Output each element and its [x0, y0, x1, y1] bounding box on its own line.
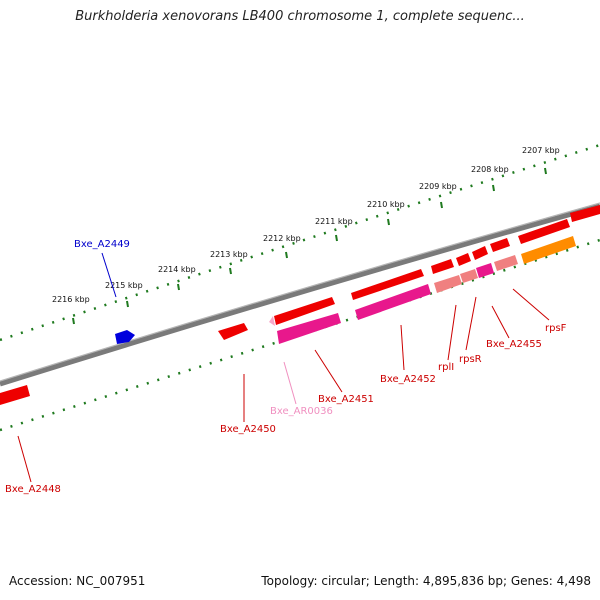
tick-label: 2215 kbp [105, 281, 143, 290]
topology-text: Topology: circular; Length: 4,895,836 bp… [261, 574, 591, 588]
cds-bxe-a2452[interactable] [355, 284, 431, 320]
tick-label: 2210 kbp [367, 200, 405, 209]
gene-label-rpli[interactable]: rplI [438, 362, 454, 373]
tick-label: 2213 kbp [210, 250, 248, 259]
map-title: Burkholderia xenovorans LB400 chromosome… [75, 9, 525, 24]
gene-bxe-a2452[interactable] [351, 269, 424, 300]
tick-label: 2209 kbp [419, 182, 457, 191]
gene-label-bxe-a2448[interactable]: Bxe_A2448 [5, 484, 61, 495]
cds-rpsf[interactable] [494, 255, 518, 271]
gene-label-bxe-a2452[interactable]: Bxe_A2452 [380, 374, 436, 385]
major-ticks [72, 167, 547, 325]
gene-label-bxe-ar0036[interactable]: Bxe_AR0036 [270, 406, 333, 417]
gene-label-rpsf[interactable]: rpsF [545, 323, 567, 334]
gene-label-bxe-a2449[interactable]: Bxe_A2449 [74, 239, 130, 250]
tick-label: 2211 kbp [315, 217, 353, 226]
accession-text: Accession: NC_007951 [9, 574, 146, 588]
gene-bxe-a2451[interactable] [274, 297, 335, 325]
cds-bxe-a2451[interactable] [277, 313, 341, 344]
label-leaders [17, 252, 550, 483]
gene-rrna-small[interactable] [269, 316, 275, 326]
gene-label-bxe-a2450[interactable]: Bxe_A2450 [220, 424, 276, 435]
tick-label: 2208 kbp [471, 165, 509, 174]
gene-bxe-a2450[interactable] [218, 323, 248, 340]
tick-label: 2216 kbp [52, 295, 90, 304]
gene-bxe-a2455[interactable] [472, 246, 488, 260]
gene-rpsr[interactable] [456, 253, 471, 266]
gene-rpsf[interactable] [490, 238, 510, 252]
cds-rpsr[interactable] [460, 269, 478, 283]
chromosome-backbone [0, 203, 600, 387]
gene-rpli[interactable] [431, 259, 454, 274]
tick-label: 2207 kbp [522, 146, 560, 155]
gene-label-bxe-a2455[interactable]: Bxe_A2455 [486, 339, 542, 350]
cds-orange[interactable] [521, 236, 576, 264]
gene-edge-right[interactable] [570, 205, 600, 222]
gene-large-right[interactable] [518, 219, 570, 244]
inner-tick-ring [0, 238, 600, 432]
backbone-highlight [0, 202, 600, 382]
gene-label-bxe-a2451[interactable]: Bxe_A2451 [318, 394, 374, 405]
tick-label: 2212 kbp [263, 234, 301, 243]
cds-rpli[interactable] [434, 275, 462, 293]
outer-tick-ring [0, 143, 600, 342]
tick-label: 2214 kbp [158, 265, 196, 274]
gene-bxe-a2448[interactable] [0, 385, 30, 405]
cds-bxe-a2455[interactable] [476, 263, 494, 278]
gene-bxe-a2449[interactable] [115, 330, 135, 344]
gene-label-rpsr[interactable]: rpsR [459, 354, 482, 365]
